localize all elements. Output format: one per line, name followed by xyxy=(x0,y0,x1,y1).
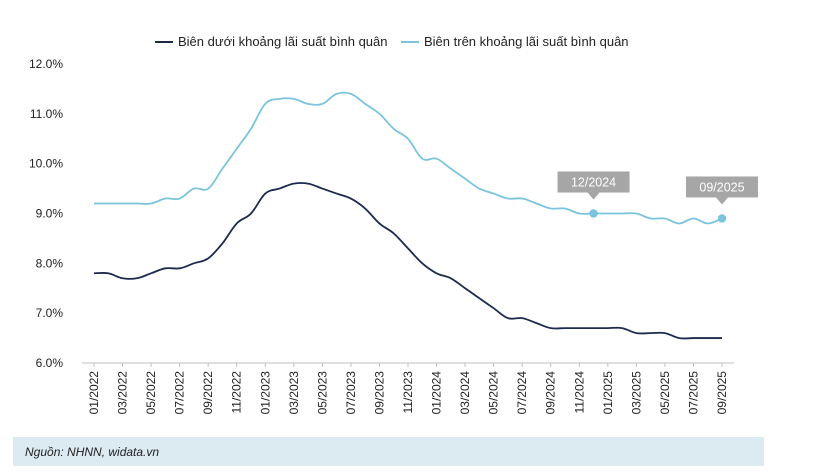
x-tick-label: 01/2022 xyxy=(87,371,101,415)
x-tick-label: 03/2022 xyxy=(116,371,130,415)
y-tick-label: 11.0% xyxy=(30,107,63,121)
x-tick-label: 05/2024 xyxy=(487,371,501,415)
x-tick-label: 11/2024 xyxy=(572,371,586,414)
source-bar: Nguồn: NHNN, widata.vn xyxy=(13,437,764,466)
x-tick-label: 11/2023 xyxy=(401,371,415,414)
series-line-upper xyxy=(93,91,723,225)
callout-marker xyxy=(589,209,598,218)
x-axis: 01/2022 03/2022 05/2022 07/2022 09/2022 11/20… xyxy=(87,363,729,414)
callout-label: 12/2024 xyxy=(571,176,616,190)
callout-pointer xyxy=(587,192,600,200)
x-tick-label: 07/2022 xyxy=(173,371,187,415)
line-chart: Biên dưới khoảng lãi suất bình quân Biên… xyxy=(29,34,758,414)
annotations: 12/2024 09/2025 xyxy=(557,171,758,223)
legend-label-lower: Biên dưới khoảng lãi suất bình quân xyxy=(178,34,388,49)
callout-box xyxy=(686,176,758,198)
y-tick-label: 7.0% xyxy=(36,306,64,320)
series-line-lower xyxy=(93,182,722,340)
legend-label-upper: Biên trên khoảng lãi suất bình quân xyxy=(424,34,629,49)
x-tick-label: 09/2022 xyxy=(201,371,215,415)
y-tick-label: 8.0% xyxy=(36,256,64,270)
x-tick-label: 01/2023 xyxy=(258,371,272,415)
y-tick-label: 6.0% xyxy=(36,356,64,370)
x-tick-label: 09/2024 xyxy=(544,371,558,415)
x-tick-label: 01/2024 xyxy=(430,371,444,415)
x-tick-label: 07/2023 xyxy=(344,371,358,415)
callout-label: 09/2025 xyxy=(699,180,744,194)
y-tick-label: 10.0% xyxy=(29,157,63,171)
callout-marker xyxy=(717,214,727,223)
x-tick-label: 03/2023 xyxy=(287,371,301,415)
x-tick-label: 11/2022 xyxy=(230,371,244,414)
y-axis: 6.0% 7.0% 8.0% 9.0% 10.0% 11.0% 12.0% xyxy=(29,57,63,370)
x-tick-label: 07/2024 xyxy=(515,371,529,415)
x-tick-label: 03/2024 xyxy=(458,371,472,415)
callout-pointer xyxy=(716,197,728,205)
source-note: Nguồn: NHNN, widata.vn xyxy=(25,445,160,459)
x-tick-label: 05/2025 xyxy=(658,371,672,415)
callout-box xyxy=(557,171,630,193)
x-tick-label: 07/2025 xyxy=(686,371,700,415)
y-tick-label: 12.0% xyxy=(29,57,63,71)
legend: Biên dưới khoảng lãi suất bình quân Biên… xyxy=(155,34,629,49)
x-tick-label: 03/2025 xyxy=(629,371,643,415)
series-layer xyxy=(93,91,723,340)
x-tick-label: 09/2025 xyxy=(715,371,729,415)
x-tick-label: 05/2023 xyxy=(315,371,329,415)
y-tick-label: 9.0% xyxy=(36,207,64,221)
x-tick-label: 05/2022 xyxy=(144,371,158,415)
x-tick-label: 01/2025 xyxy=(601,371,615,415)
x-tick-label: 09/2023 xyxy=(372,371,386,415)
